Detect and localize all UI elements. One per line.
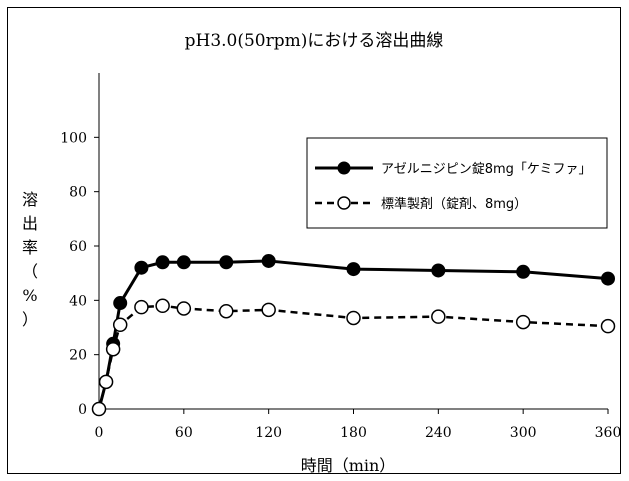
x-axis-label: 時間（min） bbox=[301, 456, 396, 475]
data-point bbox=[91, 401, 107, 417]
y-axis-label-char: 率 bbox=[22, 238, 38, 257]
data-point bbox=[134, 260, 149, 275]
y-tick-label: 80 bbox=[69, 185, 87, 201]
series-1 bbox=[92, 253, 615, 416]
legend-label-series-2: 標準製剤（錠剤、8mg） bbox=[381, 196, 527, 212]
data-point bbox=[155, 298, 170, 314]
chart-title: pH3.0(50rpm)における溶出曲線 bbox=[185, 31, 444, 51]
chart-frame: pH3.0(50rpm)における溶出曲線 0 20 40 60 80 100 0 60 120 1… bbox=[7, 7, 621, 475]
series-layer bbox=[91, 253, 616, 417]
y-axis-label-char: ） bbox=[22, 310, 38, 329]
legend: アゼルニジピン錠8mg「ケミファ」 標準製剤（錠剤、8mg） bbox=[306, 137, 608, 229]
y-axis-label: 溶出率 （% ） bbox=[22, 190, 38, 329]
data-point bbox=[134, 299, 149, 315]
x-tick-label: 60 bbox=[175, 425, 193, 441]
data-point bbox=[105, 341, 121, 357]
data-point bbox=[113, 296, 128, 311]
data-point bbox=[155, 255, 170, 270]
legend-marker-series-2 bbox=[337, 196, 351, 210]
y-tick-label: 100 bbox=[60, 130, 87, 146]
x-tick-label: 360 bbox=[595, 425, 622, 441]
data-point bbox=[112, 317, 128, 333]
axes: 0 20 40 60 80 100 0 60 120 180 240 300 360 bbox=[60, 73, 621, 441]
data-point bbox=[219, 255, 234, 270]
data-point bbox=[176, 255, 191, 270]
y-axis-label-char: 出 bbox=[22, 214, 38, 233]
data-point bbox=[176, 301, 192, 316]
x-tick-label: 120 bbox=[255, 425, 282, 441]
y-tick-label: 60 bbox=[69, 239, 87, 255]
y-axis-label-char: % bbox=[22, 286, 37, 305]
dissolution-chart: pH3.0(50rpm)における溶出曲線 0 20 40 60 80 100 0 60 120 1… bbox=[22, 31, 621, 475]
y-axis-label-char: 溶 bbox=[22, 190, 38, 209]
data-point bbox=[431, 263, 446, 278]
data-point bbox=[261, 253, 276, 268]
data-point bbox=[346, 262, 361, 277]
y-tick-label: 40 bbox=[69, 293, 87, 309]
series-2 bbox=[91, 298, 616, 417]
data-point bbox=[261, 302, 276, 318]
data-point bbox=[600, 318, 616, 334]
x-tick-label: 0 bbox=[95, 425, 104, 441]
x-tick-label: 180 bbox=[340, 425, 367, 441]
data-point bbox=[219, 303, 234, 319]
data-point bbox=[431, 309, 446, 324]
x-tick-label: 300 bbox=[510, 425, 537, 441]
y-axis-label-char: （ bbox=[22, 262, 38, 281]
y-tick-label: 20 bbox=[69, 348, 87, 364]
data-point bbox=[516, 264, 531, 279]
data-point bbox=[98, 374, 114, 390]
data-point bbox=[346, 310, 361, 326]
y-tick-label: 0 bbox=[78, 402, 87, 418]
legend-box bbox=[306, 137, 608, 229]
data-point bbox=[601, 271, 615, 286]
data-point bbox=[515, 314, 531, 330]
legend-label-series-1: アゼルニジピン錠8mg「ケミファ」 bbox=[381, 162, 592, 177]
series-line bbox=[97, 259, 609, 410]
legend-marker-series-1 bbox=[337, 161, 351, 175]
x-tick-label: 240 bbox=[425, 425, 452, 441]
